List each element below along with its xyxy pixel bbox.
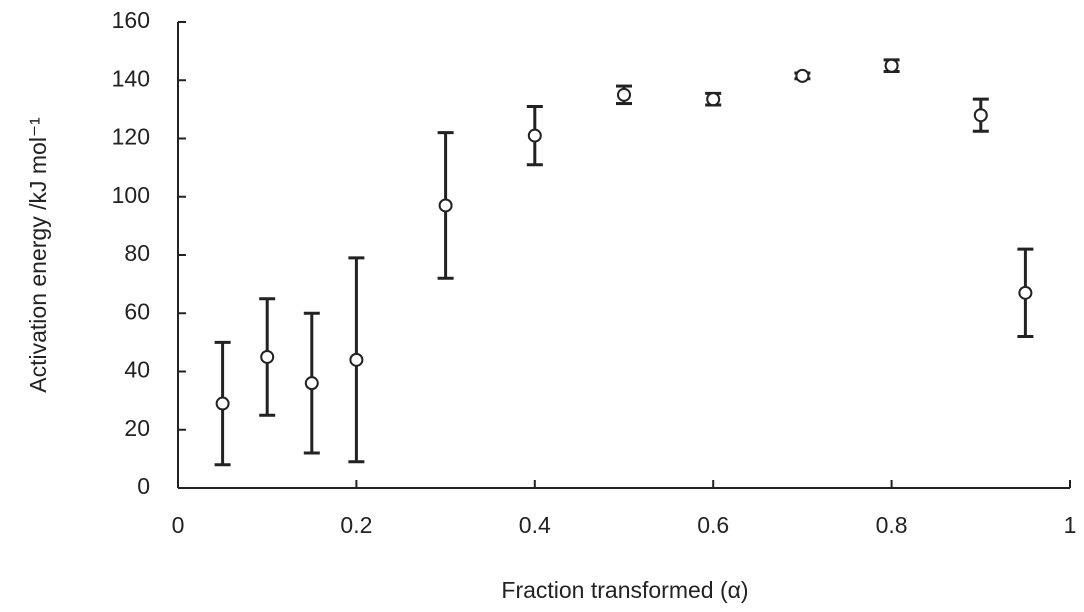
x-tick-label: 0.4 [519, 512, 551, 538]
y-tick-label: 0 [137, 473, 150, 499]
point [617, 87, 631, 102]
point [527, 128, 542, 143]
y-tick-label: 20 [124, 415, 150, 441]
x-tick-label: 0.6 [697, 512, 729, 538]
x-tick-label: 0 [172, 512, 185, 538]
point [349, 352, 364, 367]
x-axis-label: Fraction transformed (α) [501, 577, 748, 603]
point [215, 396, 230, 411]
x-tick-label: 1 [1064, 512, 1077, 538]
point [260, 349, 275, 364]
point [304, 376, 319, 391]
y-tick-label: 100 [112, 182, 150, 208]
point [438, 198, 453, 213]
point [1018, 285, 1033, 300]
y-tick-label: 120 [112, 124, 150, 150]
x-tick-label: 0.2 [340, 512, 372, 538]
point [795, 68, 810, 83]
point [884, 58, 899, 73]
y-tick-label: 80 [124, 240, 150, 266]
y-tick-label: 160 [112, 7, 150, 33]
x-tick-label: 0.8 [876, 512, 908, 538]
y-axis-label: Activation energy /kJ mol⁻¹ [25, 117, 51, 393]
y-tick-label: 140 [112, 65, 150, 91]
point [973, 108, 988, 123]
y-tick-label: 40 [124, 357, 150, 383]
point [706, 92, 721, 107]
y-tick-label: 60 [124, 298, 150, 324]
